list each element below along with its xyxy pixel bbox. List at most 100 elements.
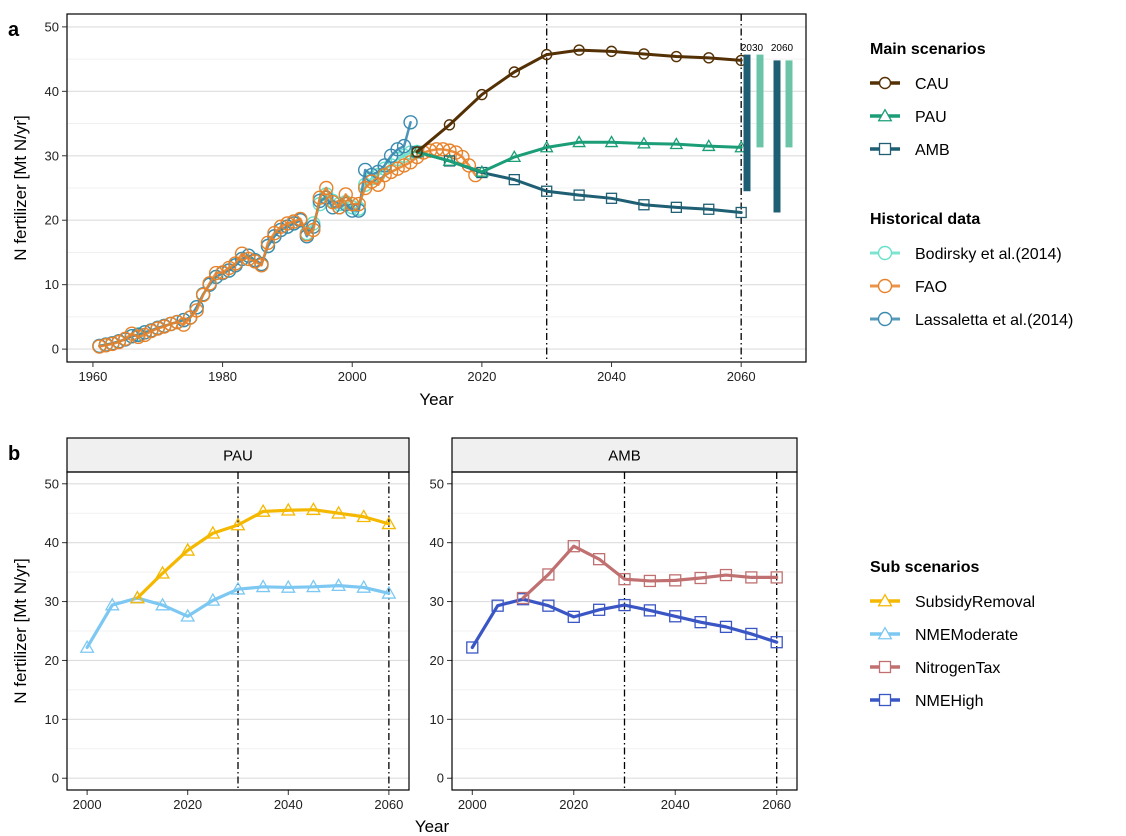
legend-b-entry-subsidyremoval: SubsidyRemoval xyxy=(870,593,1035,611)
panel-a-fao-point-1969 xyxy=(144,323,159,339)
panel-a-cau-point-2055 xyxy=(703,52,715,64)
panel-a-range-group-2060: 2060 xyxy=(771,43,794,213)
panel-a-lassaletta-et-al-2014-point-1976 xyxy=(189,300,204,315)
panel-a-pau-point-2030 xyxy=(539,140,554,153)
legend-b-key-marker-nmemoderate xyxy=(877,626,893,640)
panel-b-facet-pau-nmemoderate-point-2055 xyxy=(356,579,372,593)
panel-a-x-tick-label-2060: 2060 xyxy=(727,369,756,384)
panel-b-facet-pau-x-tick-label-2020: 2020 xyxy=(173,797,202,812)
panel-b-facet-pau-series xyxy=(79,502,397,653)
panel-a-y-tick-label-0: 0 xyxy=(52,342,59,357)
panel-b-facet-amb-nitrogentax-point-2055 xyxy=(745,571,758,584)
panel-b-facet-pau-nmemoderate-point-2030 xyxy=(230,581,246,595)
panel-b-facet-pau-y-tick-label-10: 10 xyxy=(45,712,59,727)
legend-a-entry-lassaletta-et-al-2014: Lassaletta et al.(2014) xyxy=(870,311,1073,329)
panel-a-fao-point-2000 xyxy=(345,196,360,212)
panel-a-fao-point-1970 xyxy=(150,321,165,336)
legend-b-entry-nmehigh: NMEHigh xyxy=(870,693,983,710)
panel-a-cau-point-2015 xyxy=(443,119,456,131)
panel-b-facet-pau-x-tick-label-2040: 2040 xyxy=(274,797,303,812)
panel-b-facet-amb-x-ticks: 2000 2020 2040 2060 xyxy=(458,790,791,812)
legend-a-entry-bodirsky-et-al-2014: Bodirsky et al.(2014) xyxy=(870,245,1062,263)
panel-b-facet-amb-y-tick-label-0: 0 xyxy=(437,771,444,786)
panel-a-fao-point-1967 xyxy=(131,329,146,345)
panel-b-facet-amb-strip-label: AMB xyxy=(608,448,641,465)
panel-a-lassaletta-et-al-2014-point-1987 xyxy=(260,238,276,254)
panel-b-facet-pau-nmemoderate-point-2005 xyxy=(104,597,120,611)
legend-b-title-sub-scenarios: Sub scenarios xyxy=(870,559,979,576)
panel-a-pau-point-2050 xyxy=(669,137,684,150)
panel-a-y-tick-label-40: 40 xyxy=(45,84,59,99)
panel-a-pau-point-2045 xyxy=(637,136,651,149)
panel-b-facet-pau-nmemoderate-series xyxy=(79,578,397,653)
panel-a-x-tick-label-1980: 1980 xyxy=(208,369,237,384)
panel-a-cau-point-2050 xyxy=(670,50,683,63)
panel-a-fao-point-2003 xyxy=(364,174,379,189)
panel-a-fao-point-1973 xyxy=(170,314,185,330)
panel-a-series xyxy=(92,44,749,354)
legend-a-entry-amb: AMB xyxy=(870,142,950,159)
panel-b-facet-amb-nmehigh-point-2050 xyxy=(719,620,733,634)
legend-b-key-marker-subsidyremoval xyxy=(877,593,893,607)
panel-b-facet-amb-y-tick-label-40: 40 xyxy=(430,535,444,550)
panel-b-facet-pau-nmemoderate-point-2025 xyxy=(205,592,221,606)
panel-b-facet-pau-subsidyremoval-point-2035 xyxy=(255,503,271,517)
panel-a-pau-point-2055 xyxy=(701,139,716,152)
panel-b-facet-pau-y-tick-label-0: 0 xyxy=(52,771,59,786)
legend-a-label-bodirsky-et-al-2014: Bodirsky et al.(2014) xyxy=(915,246,1062,263)
panel-a-amb-point-2035 xyxy=(573,189,585,201)
panel-b-facet-pau-nmemoderate-point-2040 xyxy=(280,579,296,593)
panel-a-range-label-2060: 2060 xyxy=(771,43,794,54)
legend-b-label-subsidyremoval: SubsidyRemoval xyxy=(915,594,1035,611)
panel-b-facet-amb-nmehigh-point-2025 xyxy=(592,603,606,616)
panel-a-range-bar-2030-2 xyxy=(756,54,764,148)
panel-b-legend: Sub scenarios SubsidyRemoval NMEModerate Ni… xyxy=(870,559,1035,710)
panel-a-lassaletta-et-al-2014-point-2007 xyxy=(390,142,405,157)
panel-b-facet-pau-subsidyremoval-point-2020 xyxy=(180,542,196,556)
panel-a-fao-point-2015 xyxy=(442,143,457,158)
legend-a-label-fao: FAO xyxy=(915,279,947,296)
panel-b-facet-amb-nitrogentax-line xyxy=(521,544,779,600)
panel-a-fao-point-1987 xyxy=(260,235,276,250)
panel-a-fao-point-1986 xyxy=(254,258,269,273)
panel-a-fao-point-2014 xyxy=(435,142,451,157)
panel-b-facet-pau-nmemoderate-point-2020 xyxy=(180,608,196,622)
panel-b-facet-pau-subsidyremoval-point-2015 xyxy=(155,565,171,579)
panel-a-amb-point-2050 xyxy=(670,201,683,213)
panel-b-facet-amb-nitrogentax-point-2010 xyxy=(516,591,530,605)
panel-b-facet-pau-nmemoderate-point-2045 xyxy=(305,579,321,593)
panel-a-amb-point-2040 xyxy=(605,192,618,204)
panel-b-facet-pau-reference-lines xyxy=(237,472,390,790)
panel-b-facet-amb-nitrogentax-point-2015 xyxy=(542,568,555,581)
panel-a-pau-point-2040 xyxy=(604,135,619,148)
panel-b-facet-amb: AMB 2000 2020 2040 2060 0 10 20 30 40 50 xyxy=(430,437,798,812)
panel-b-facet-amb-y-tick-label-30: 30 xyxy=(430,594,444,609)
panel-a-range-group-2030: 2030 xyxy=(741,43,764,192)
panel-a-x-tick-label-2020: 2020 xyxy=(467,369,496,384)
panel-b-facet-amb-nmehigh-point-2015 xyxy=(542,599,555,612)
panel-a-fao-point-1964 xyxy=(111,334,127,350)
legend-a-key-marker-lassaletta-et-al-2014 xyxy=(877,311,893,327)
panel-a-cau-point-2040 xyxy=(605,45,618,58)
panel-a-fao-point-1982 xyxy=(228,256,243,271)
legend-b-label-nmemoderate: NMEModerate xyxy=(915,627,1018,644)
panel-b-facet-amb-nmehigh-point-2020 xyxy=(567,610,580,624)
panel-b-facet-amb-nmehigh-point-2005 xyxy=(491,599,504,612)
panel-b-facet-pau-subsidyremoval-series xyxy=(129,502,397,604)
legend-a-label-cau: CAU xyxy=(915,76,949,93)
panel-a-cau-point-2035 xyxy=(573,44,585,56)
panel-a-fao-point-1979 xyxy=(208,265,224,281)
legend-a-title-main-scenarios: Main scenarios xyxy=(870,41,986,58)
legend-a-label-lassaletta-et-al-2014: Lassaletta et al.(2014) xyxy=(915,312,1073,329)
panel-a-fao-point-1994 xyxy=(306,222,321,238)
panel-b-facet-amb-nitrogentax-point-2025 xyxy=(592,553,606,566)
panel-b-facet-amb-y-tick-label-10: 10 xyxy=(430,712,444,727)
panel-b-facet-pau-frame xyxy=(66,471,410,791)
panel-a-legend: Main scenarios CAU PAU AMB Historical data Bo… xyxy=(870,41,1073,329)
panel-b-facet-pau-y-tick-label-40: 40 xyxy=(45,535,59,550)
panel-a-fao-point-1976 xyxy=(189,303,204,318)
legend-a-label-amb: AMB xyxy=(915,142,950,159)
